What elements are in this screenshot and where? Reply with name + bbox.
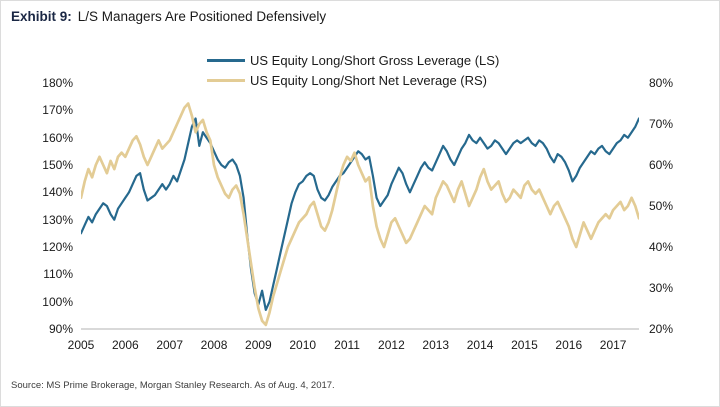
- left-axis-tick: 140%: [42, 185, 73, 200]
- left-axis-tick: 110%: [43, 267, 73, 282]
- left-axis-tick: 170%: [42, 103, 73, 118]
- x-axis-year-label: 2011: [334, 338, 360, 352]
- right-axis-tick: 50%: [649, 199, 674, 213]
- x-axis-year-label: 2008: [200, 338, 228, 352]
- gross-leverage-line: [81, 117, 639, 311]
- net-leverage-line: [81, 102, 639, 327]
- x-axis-year-label: 2013: [422, 338, 450, 352]
- net-line-swatch-icon: [207, 78, 245, 82]
- legend-label-net: US Equity Long/Short Net Leverage (RS): [250, 72, 488, 88]
- x-axis-year-label: 2005: [67, 338, 95, 352]
- legend-item-net: US Equity Long/Short Net Leverage (RS): [207, 70, 499, 90]
- exhibit-title: Exhibit 9: L/S Managers Are Positioned De…: [11, 9, 326, 24]
- chart-plot-svg: [81, 102, 639, 330]
- left-axis-tick: 160%: [42, 130, 73, 145]
- gross-line-swatch-icon: [207, 58, 245, 62]
- left-axis-tick: 130%: [42, 212, 73, 227]
- right-axis-tick: 20%: [649, 322, 674, 336]
- legend-label-gross: US Equity Long/Short Gross Leverage (LS): [250, 52, 500, 68]
- source-note: Source: MS Prime Brokerage, Morgan Stanl…: [11, 380, 335, 391]
- right-axis-tick: 80%: [649, 76, 674, 90]
- x-axis-year-label: 2009: [245, 338, 272, 352]
- left-axis-tick: 150%: [42, 158, 73, 172]
- x-axis-year-label: 2012: [378, 338, 405, 352]
- x-axis-year-label: 2007: [156, 338, 184, 352]
- left-axis-tick: 100%: [42, 294, 73, 309]
- left-axis-tick: 120%: [42, 240, 73, 254]
- x-axis-year-label: 2016: [555, 338, 583, 352]
- left-axis-tick: 90%: [48, 322, 73, 336]
- legend-item-gross: US Equity Long/Short Gross Leverage (LS): [207, 50, 499, 70]
- x-axis-year-label: 2010: [289, 338, 317, 352]
- x-axis-year-label: 2017: [599, 338, 627, 352]
- right-axis-tick: 70%: [649, 117, 674, 131]
- right-axis-tick: 40%: [649, 240, 674, 254]
- right-axis-tick: 30%: [649, 281, 674, 295]
- chart-legend: US Equity Long/Short Gross Leverage (LS)…: [207, 50, 499, 90]
- exhibit-title-text: L/S Managers Are Positioned Defensively: [77, 9, 327, 24]
- x-axis-year-label: 2015: [511, 338, 538, 352]
- x-axis-year-label: 2014: [466, 338, 494, 352]
- right-axis-tick: 60%: [649, 158, 674, 172]
- exhibit-number: Exhibit 9:: [11, 9, 72, 24]
- x-axis-year-label: 2006: [111, 338, 139, 352]
- left-axis-tick: 180%: [42, 76, 73, 90]
